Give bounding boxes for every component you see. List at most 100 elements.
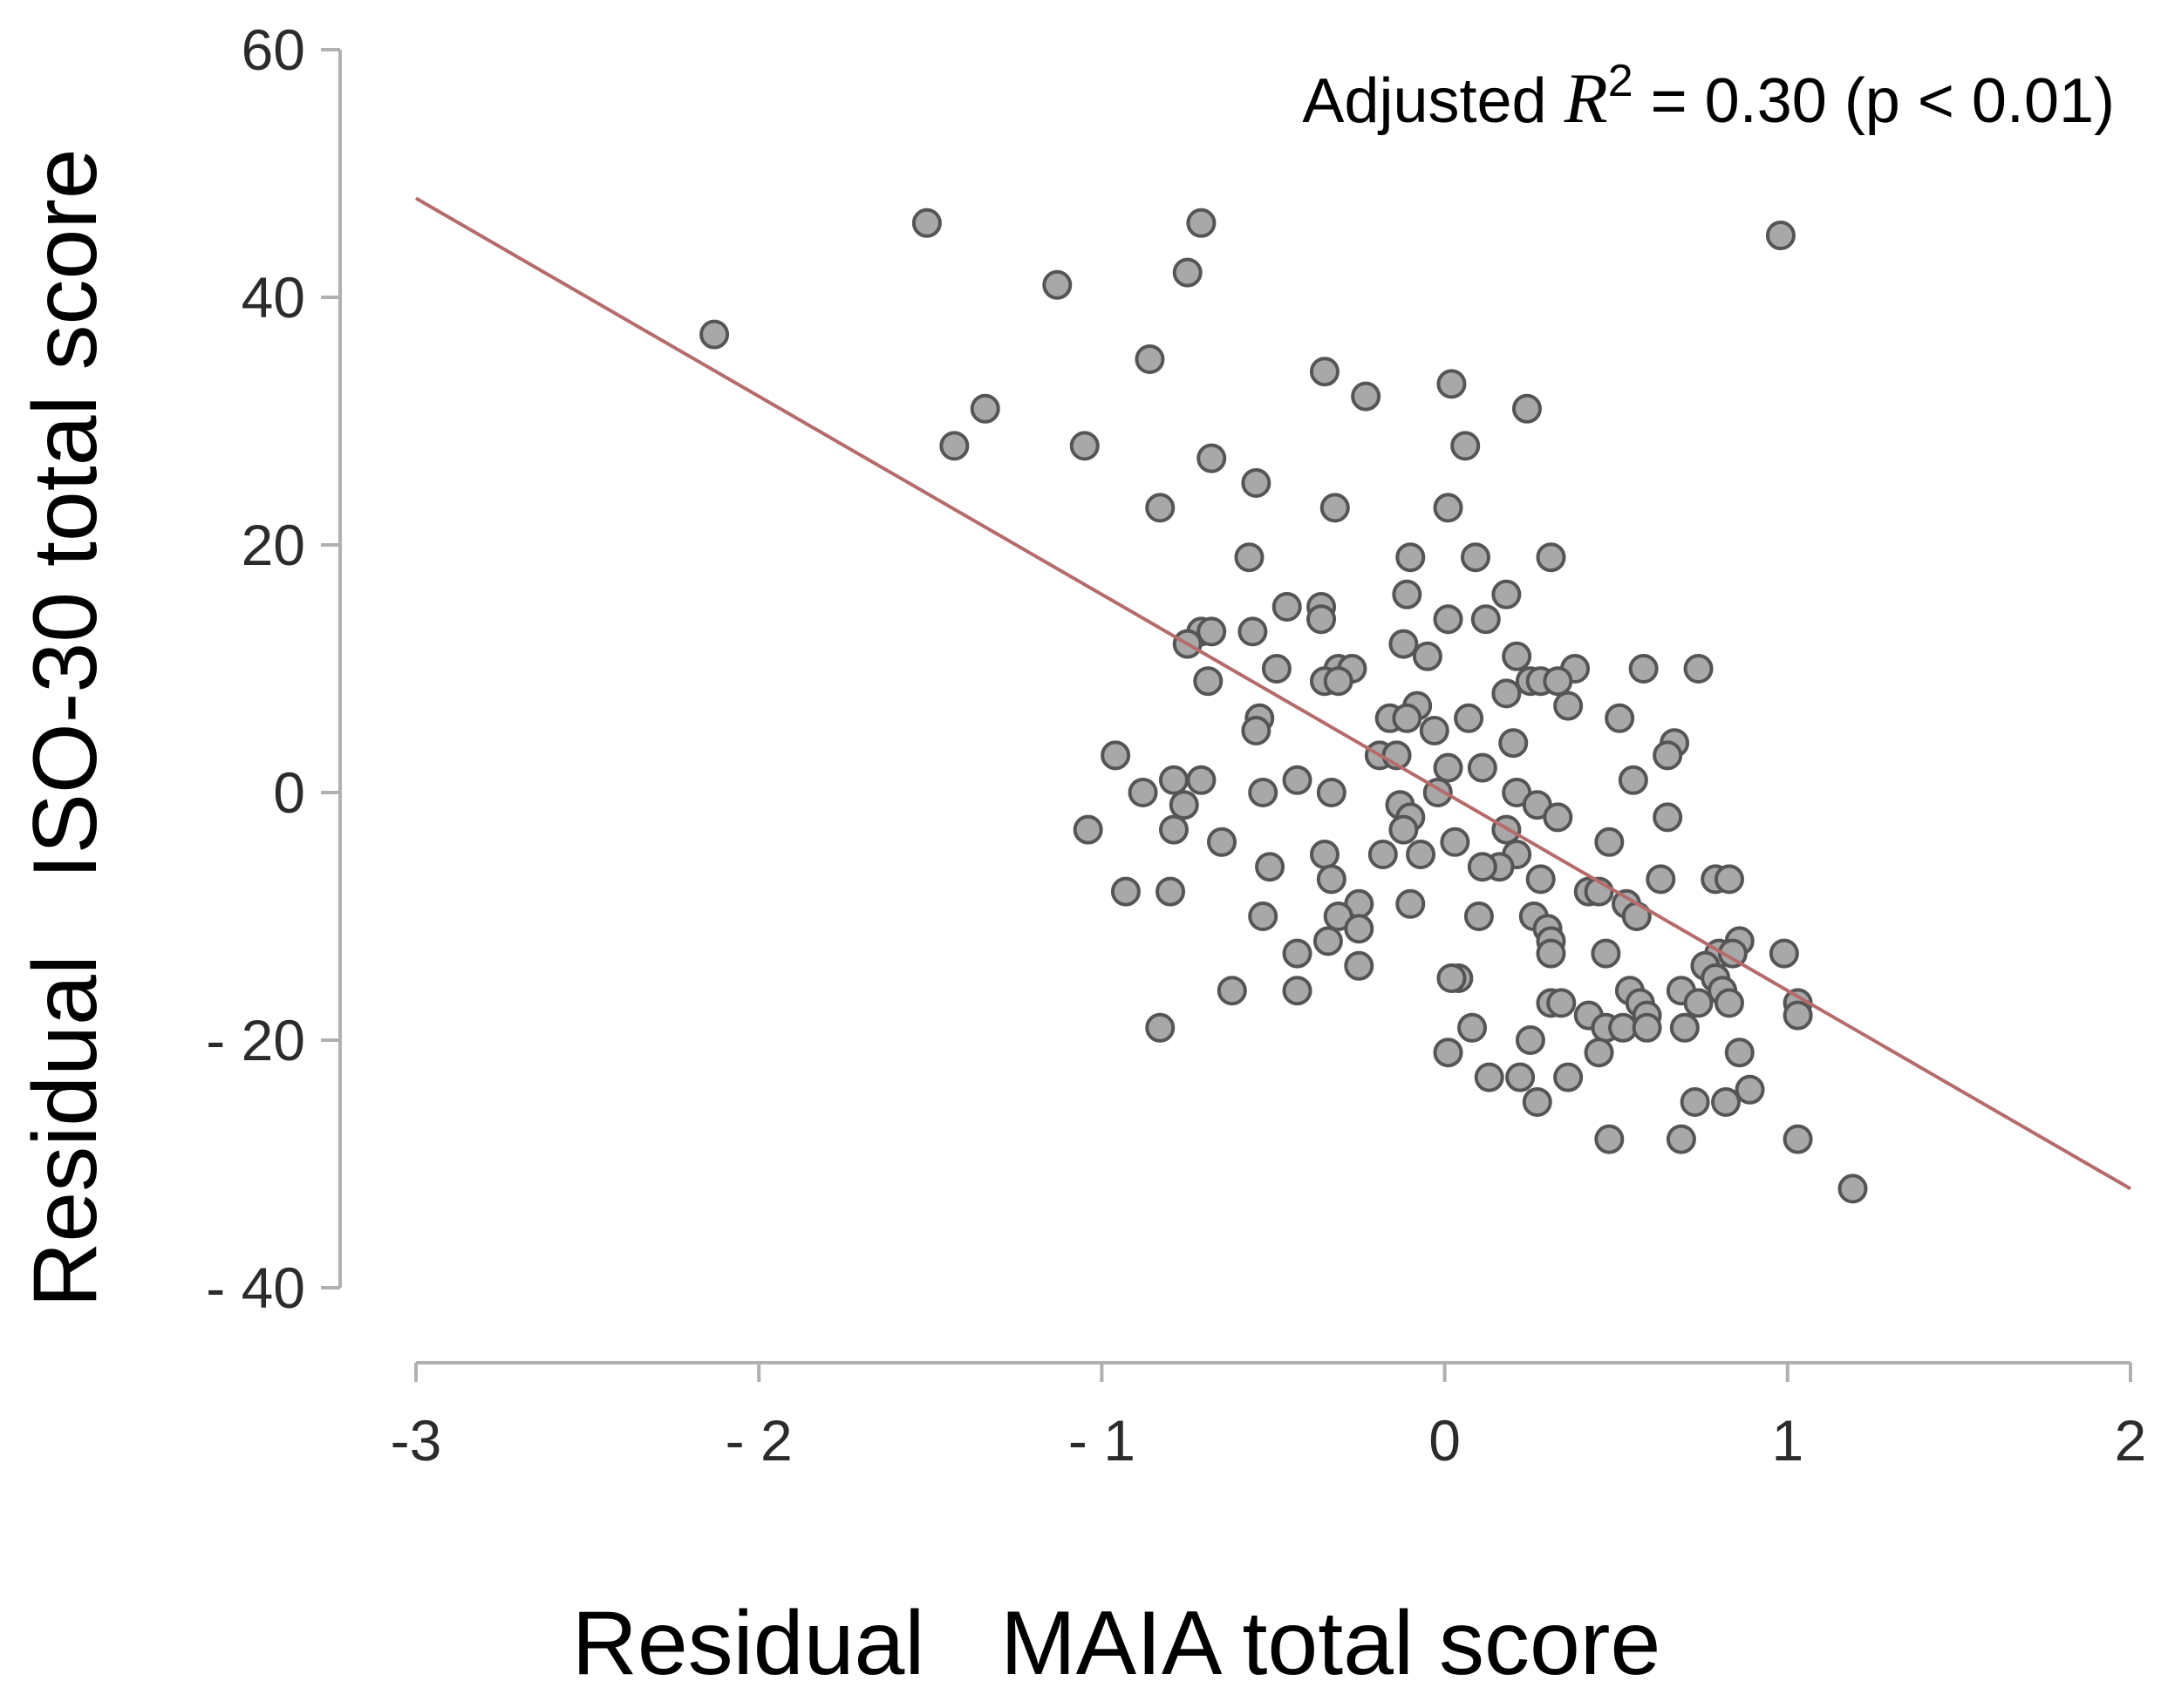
data-point: [1217, 976, 1247, 1006]
data-point: [1653, 740, 1683, 771]
data-point: [1522, 1087, 1552, 1117]
data-point: [1186, 765, 1217, 795]
data-point: [1241, 716, 1271, 745]
data-point: [1511, 393, 1542, 424]
data-point: [1406, 840, 1436, 869]
data-point: [1145, 1012, 1176, 1043]
data-point: [1433, 604, 1463, 635]
data-point: [1169, 790, 1199, 820]
data-point: [1388, 814, 1419, 845]
data-point: [1470, 604, 1501, 635]
data-point: [1450, 431, 1481, 461]
data-point: [1069, 431, 1100, 461]
data-point: [1683, 654, 1714, 684]
data-point: [1711, 1087, 1742, 1117]
x-axis-title: Residual MAIA total score: [572, 1593, 1661, 1694]
data-point: [1457, 1012, 1488, 1043]
data-point: [911, 208, 942, 238]
data-point: [1395, 888, 1426, 919]
data-point: [1594, 827, 1625, 857]
data-point: [1316, 864, 1346, 895]
data-point: [1344, 950, 1374, 981]
x-tick-label: - 2: [726, 1408, 793, 1473]
r-squared-annotation: Adjusted R2 = 0.30 (p < 0.01): [1302, 56, 2115, 138]
y-tick-label: 40: [242, 265, 305, 330]
data-point: [1042, 269, 1073, 300]
data-point: [1128, 778, 1158, 807]
data-point: [1525, 864, 1556, 895]
data-point: [1101, 740, 1131, 771]
data-point: [1309, 357, 1340, 387]
data-point: [1271, 592, 1302, 622]
data-point: [1155, 876, 1186, 907]
data-point: [1207, 827, 1237, 857]
data-point: [1653, 802, 1683, 833]
data-point: [1553, 691, 1584, 721]
data-point: [1196, 443, 1227, 473]
data-point: [1433, 493, 1463, 523]
data-point: [1073, 814, 1103, 845]
data-point: [1454, 703, 1484, 733]
x-tick-label: 0: [1428, 1408, 1461, 1473]
data-point: [1193, 666, 1224, 697]
data-point: [1628, 654, 1659, 684]
data-point: [1608, 1012, 1639, 1043]
data-point: [1467, 752, 1497, 783]
data-point: [1440, 827, 1470, 857]
data-point: [1158, 765, 1189, 795]
y-tick-label: 20: [242, 513, 305, 577]
data-point: [1282, 765, 1312, 795]
data-point: [1714, 864, 1744, 895]
data-point: [1666, 1124, 1696, 1154]
data-point: [1498, 728, 1529, 759]
y-tick-label: 0: [273, 760, 305, 825]
data-point: [1312, 926, 1343, 956]
data-point: [1505, 1062, 1536, 1092]
data-point: [1463, 902, 1494, 931]
data-point: [970, 393, 1000, 424]
x-axis: -3 - 2 - 1 0 1 2: [391, 1361, 2147, 1473]
data-point: [1388, 629, 1419, 659]
data-point: [1282, 976, 1312, 1006]
data-point: [1392, 703, 1422, 733]
data-point: [1367, 840, 1398, 869]
data-point: [699, 319, 730, 350]
data-point: [1783, 1000, 1813, 1031]
data-point: [1769, 938, 1799, 969]
data-point: [1436, 963, 1467, 993]
x-tick-label: 2: [2115, 1408, 2147, 1473]
data-point: [1436, 369, 1467, 399]
data-point: [1536, 938, 1566, 969]
data-point: [1605, 703, 1635, 733]
data-point: [1261, 654, 1292, 684]
data-point: [1248, 778, 1278, 807]
regression-line: [414, 196, 2132, 1191]
data-point: [1419, 716, 1449, 745]
data-point: [1186, 208, 1217, 238]
data-point: [1837, 1174, 1868, 1204]
data-point: [1546, 988, 1577, 1018]
data-point: [1158, 814, 1189, 845]
data-point: [1395, 542, 1426, 573]
data-point: [1433, 752, 1463, 783]
data-point: [1536, 542, 1566, 573]
data-point: [1646, 864, 1676, 895]
data-point: [1460, 542, 1490, 573]
y-axis-title: Residual ISO-30 total score: [15, 148, 116, 1308]
data-point: [939, 431, 970, 461]
data-point: [1543, 666, 1573, 697]
data-point: [1135, 344, 1165, 374]
data-point: [1323, 666, 1353, 697]
data-point: [1783, 1124, 1813, 1154]
y-tick-label: - 40: [206, 1255, 305, 1320]
data-point: [1316, 778, 1346, 807]
data-point: [1669, 1012, 1700, 1043]
data-point: [1145, 493, 1176, 523]
data-point: [1306, 604, 1337, 635]
data-point: [1344, 914, 1374, 944]
data-point: [1196, 616, 1227, 647]
data-point: [1474, 1062, 1504, 1092]
x-tick-label: - 1: [1068, 1408, 1135, 1473]
data-point: [1683, 988, 1714, 1018]
